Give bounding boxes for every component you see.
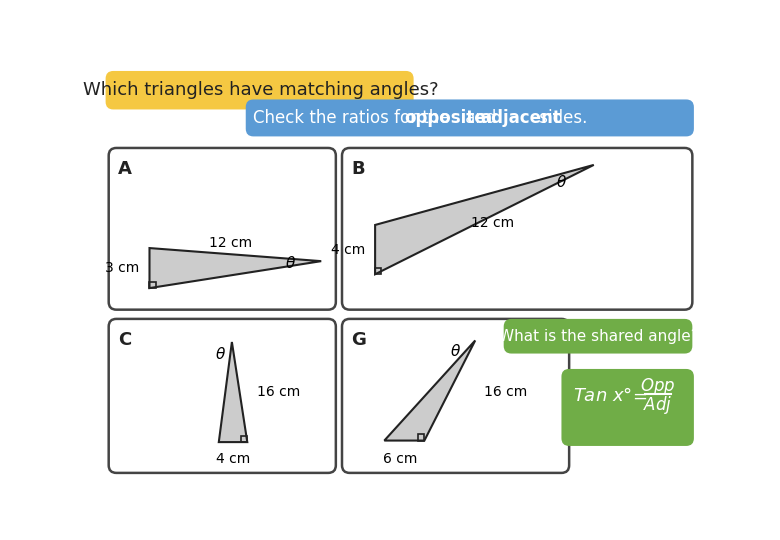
Polygon shape bbox=[219, 342, 247, 442]
Text: What is the shared angle?: What is the shared angle? bbox=[498, 329, 698, 344]
Text: C: C bbox=[118, 331, 131, 349]
Text: 4 cm: 4 cm bbox=[215, 452, 250, 466]
Text: $\theta$: $\theta$ bbox=[285, 255, 296, 272]
Text: $\theta$: $\theta$ bbox=[556, 174, 567, 190]
Text: Check the ratios for the: Check the ratios for the bbox=[254, 109, 456, 127]
FancyBboxPatch shape bbox=[342, 319, 569, 473]
Text: 6 cm: 6 cm bbox=[382, 452, 417, 466]
Text: adjacent: adjacent bbox=[480, 109, 561, 127]
FancyBboxPatch shape bbox=[108, 148, 336, 309]
Text: sides.: sides. bbox=[534, 109, 587, 127]
Text: $Tan\ x°$: $Tan\ x°$ bbox=[573, 387, 633, 405]
Text: 12 cm: 12 cm bbox=[209, 235, 252, 249]
Polygon shape bbox=[385, 340, 475, 441]
Text: Which triangles have matching angles?: Which triangles have matching angles? bbox=[83, 81, 439, 99]
Text: A: A bbox=[118, 160, 132, 178]
Text: 3 cm: 3 cm bbox=[105, 261, 140, 275]
Text: and: and bbox=[460, 109, 502, 127]
Text: $Opp$: $Opp$ bbox=[640, 376, 675, 397]
Text: $\theta$: $\theta$ bbox=[450, 343, 461, 359]
Text: opposite: opposite bbox=[404, 109, 486, 127]
FancyBboxPatch shape bbox=[108, 319, 336, 473]
Text: 4 cm: 4 cm bbox=[331, 242, 365, 256]
Polygon shape bbox=[150, 248, 321, 288]
Text: $=$: $=$ bbox=[629, 387, 648, 405]
FancyBboxPatch shape bbox=[105, 71, 413, 110]
Text: B: B bbox=[351, 160, 365, 178]
Text: 16 cm: 16 cm bbox=[484, 385, 528, 399]
Text: $\theta$: $\theta$ bbox=[215, 346, 225, 362]
FancyBboxPatch shape bbox=[342, 148, 693, 309]
Text: 16 cm: 16 cm bbox=[257, 385, 300, 399]
Text: $Adj$: $Adj$ bbox=[643, 394, 672, 416]
Text: G: G bbox=[351, 331, 366, 349]
Polygon shape bbox=[375, 165, 594, 274]
FancyBboxPatch shape bbox=[246, 99, 694, 137]
FancyBboxPatch shape bbox=[504, 319, 693, 354]
Text: 12 cm: 12 cm bbox=[470, 217, 514, 231]
FancyBboxPatch shape bbox=[562, 369, 694, 446]
